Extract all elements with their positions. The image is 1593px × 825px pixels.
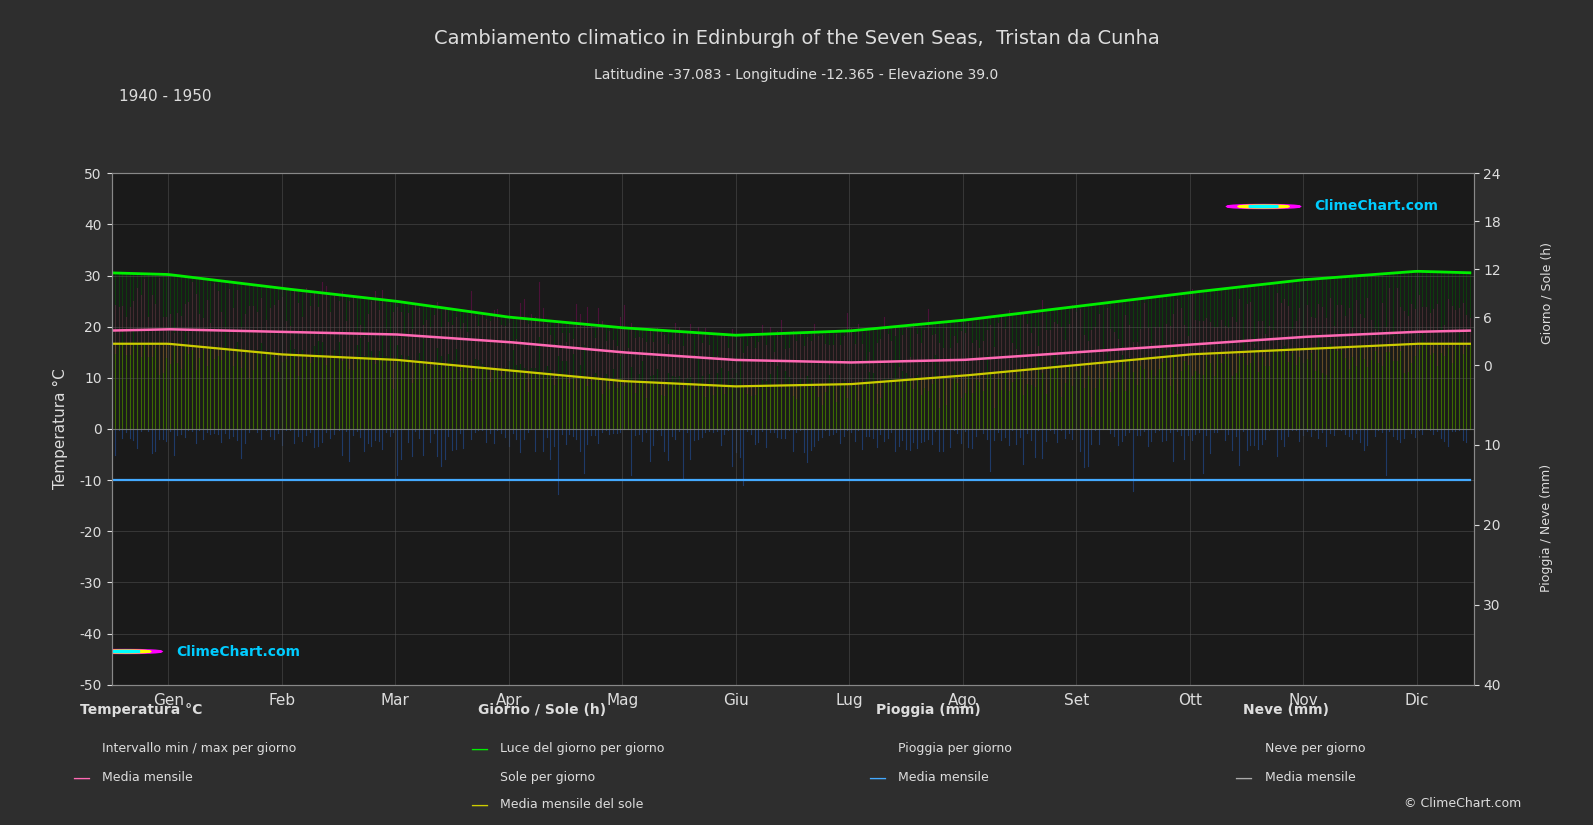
Text: Giorno / Sole (h): Giorno / Sole (h) <box>478 703 605 717</box>
Text: Neve (mm): Neve (mm) <box>1243 703 1329 717</box>
Text: © ClimeChart.com: © ClimeChart.com <box>1403 797 1521 810</box>
Text: Pioggia / Neve (mm): Pioggia / Neve (mm) <box>1540 464 1553 592</box>
Text: Cambiamento climatico in Edinburgh of the Seven Seas,  Tristan da Cunha: Cambiamento climatico in Edinburgh of th… <box>433 29 1160 48</box>
Text: Pioggia per giorno: Pioggia per giorno <box>898 742 1012 755</box>
Text: Giorno / Sole (h): Giorno / Sole (h) <box>1540 242 1553 344</box>
Text: —: — <box>470 739 487 757</box>
Text: Luce del giorno per giorno: Luce del giorno per giorno <box>500 742 664 755</box>
Text: Pioggia (mm): Pioggia (mm) <box>876 703 981 717</box>
Text: —: — <box>72 769 89 787</box>
Text: Media mensile: Media mensile <box>898 771 989 785</box>
Text: Sole per giorno: Sole per giorno <box>500 771 596 785</box>
Text: —: — <box>1235 769 1252 787</box>
Text: Neve per giorno: Neve per giorno <box>1265 742 1365 755</box>
Text: Media mensile del sole: Media mensile del sole <box>500 798 644 811</box>
Y-axis label: Temperatura °C: Temperatura °C <box>53 369 68 489</box>
Text: Media mensile: Media mensile <box>1265 771 1356 785</box>
Text: ClimeChart.com: ClimeChart.com <box>1314 200 1438 214</box>
Text: Temperatura °C: Temperatura °C <box>80 703 202 717</box>
Text: 1940 - 1950: 1940 - 1950 <box>119 89 212 104</box>
Text: —: — <box>470 795 487 813</box>
Text: Latitudine -37.083 - Longitudine -12.365 - Elevazione 39.0: Latitudine -37.083 - Longitudine -12.365… <box>594 68 999 82</box>
Text: Media mensile: Media mensile <box>102 771 193 785</box>
Text: —: — <box>868 769 886 787</box>
Text: Intervallo min / max per giorno: Intervallo min / max per giorno <box>102 742 296 755</box>
Text: ClimeChart.com: ClimeChart.com <box>177 644 299 658</box>
